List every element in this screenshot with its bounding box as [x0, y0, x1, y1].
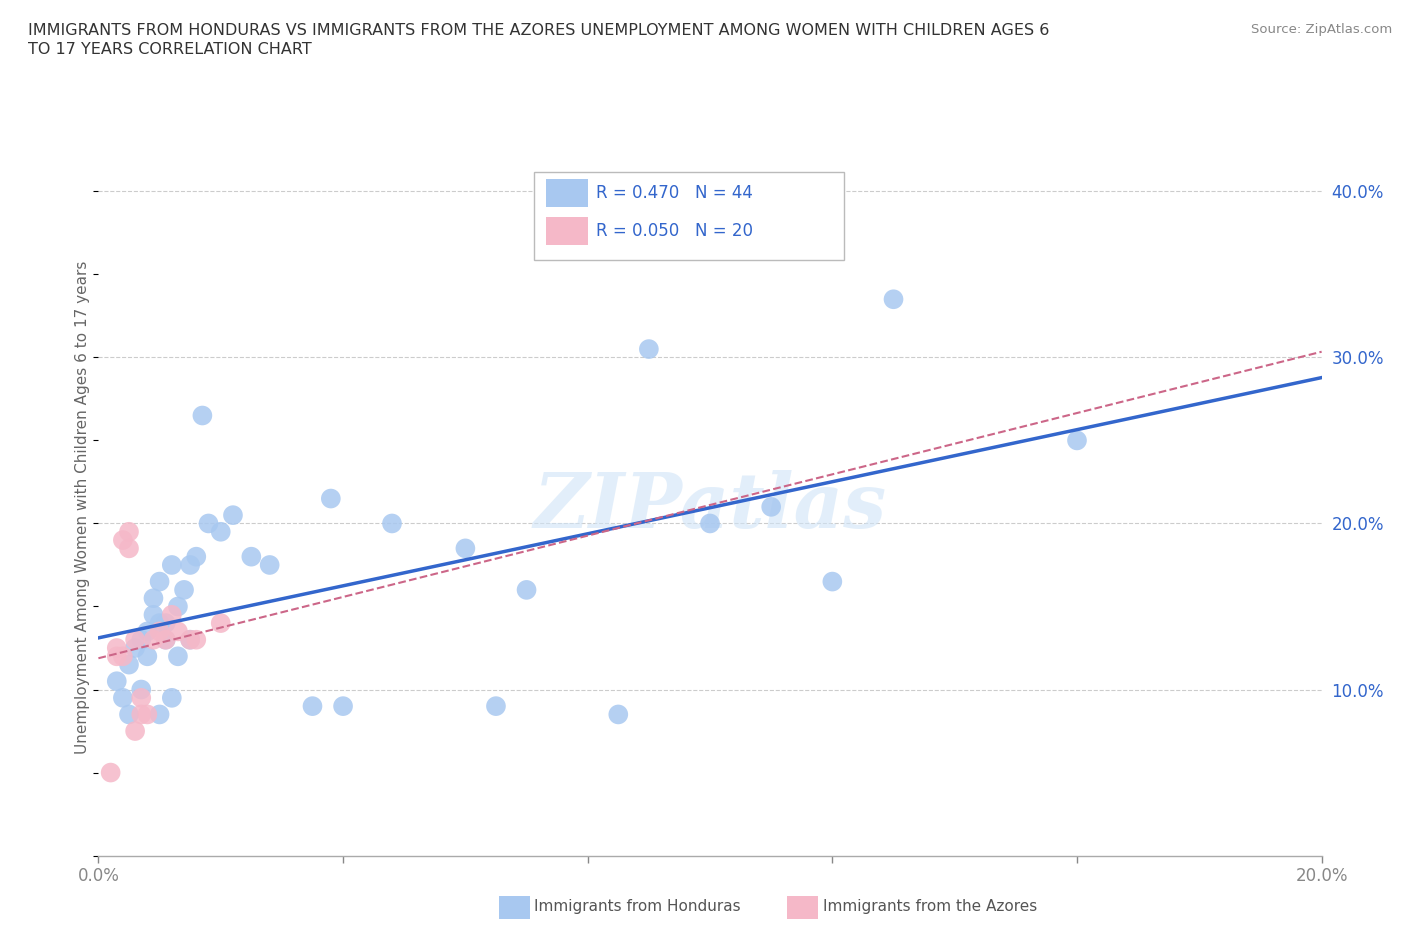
Point [301, 698, 323, 713]
Point [142, 607, 165, 622]
Point [516, 582, 538, 597]
Text: Immigrants from Honduras: Immigrants from Honduras [534, 899, 741, 914]
Point [111, 533, 134, 548]
Point [821, 574, 844, 589]
Point [607, 707, 630, 722]
Point [637, 341, 661, 356]
Point [240, 550, 263, 565]
Point [124, 641, 146, 656]
Point [124, 724, 146, 738]
Point [129, 690, 152, 705]
Point [129, 707, 152, 722]
Point [222, 508, 245, 523]
Point [1066, 433, 1088, 448]
Point [105, 641, 128, 656]
Y-axis label: Unemployment Among Women with Children Ages 6 to 17 years: Unemployment Among Women with Children A… [75, 260, 90, 753]
Point [155, 616, 177, 631]
Point [173, 582, 195, 597]
Point [136, 649, 159, 664]
Point [381, 516, 404, 531]
Point [759, 499, 782, 514]
Point [129, 632, 152, 647]
Point [191, 408, 214, 423]
Point [155, 632, 177, 647]
Point [149, 624, 172, 639]
Point [160, 558, 183, 573]
Text: IMMIGRANTS FROM HONDURAS VS IMMIGRANTS FROM THE AZORES UNEMPLOYMENT AMONG WOMEN : IMMIGRANTS FROM HONDURAS VS IMMIGRANTS F… [28, 23, 1049, 38]
Point [118, 658, 141, 672]
Point [259, 558, 281, 573]
Point [197, 516, 219, 531]
Point [883, 292, 905, 307]
Point [118, 541, 141, 556]
Point [160, 607, 183, 622]
Point [149, 616, 172, 631]
Text: Immigrants from the Azores: Immigrants from the Azores [823, 899, 1036, 914]
Text: TO 17 YEARS CORRELATION CHART: TO 17 YEARS CORRELATION CHART [28, 42, 312, 57]
Point [111, 690, 134, 705]
Point [111, 649, 134, 664]
Point [179, 632, 201, 647]
Point [186, 632, 208, 647]
Point [118, 707, 141, 722]
Text: R = 0.050   N = 20: R = 0.050 N = 20 [596, 221, 754, 240]
Point [186, 550, 208, 565]
Point [100, 765, 122, 780]
Point [105, 649, 128, 664]
Point [118, 525, 141, 539]
Point [124, 632, 146, 647]
Point [136, 624, 159, 639]
Point [136, 707, 159, 722]
Point [209, 525, 232, 539]
Text: R = 0.470   N = 44: R = 0.470 N = 44 [596, 184, 754, 203]
Point [209, 616, 232, 631]
Point [699, 516, 721, 531]
Point [167, 599, 190, 614]
Point [167, 624, 190, 639]
Point [155, 632, 177, 647]
Point [179, 632, 201, 647]
Point [142, 632, 165, 647]
Point [149, 707, 172, 722]
Point [142, 591, 165, 605]
Point [160, 690, 183, 705]
Point [167, 649, 190, 664]
Point [105, 673, 128, 688]
Point [454, 541, 477, 556]
Point [179, 558, 201, 573]
Text: ZIPatlas: ZIPatlas [533, 470, 887, 544]
Point [485, 698, 508, 713]
Point [332, 698, 354, 713]
Point [129, 682, 152, 697]
Point [149, 574, 172, 589]
Text: Source: ZipAtlas.com: Source: ZipAtlas.com [1251, 23, 1392, 36]
Point [319, 491, 342, 506]
